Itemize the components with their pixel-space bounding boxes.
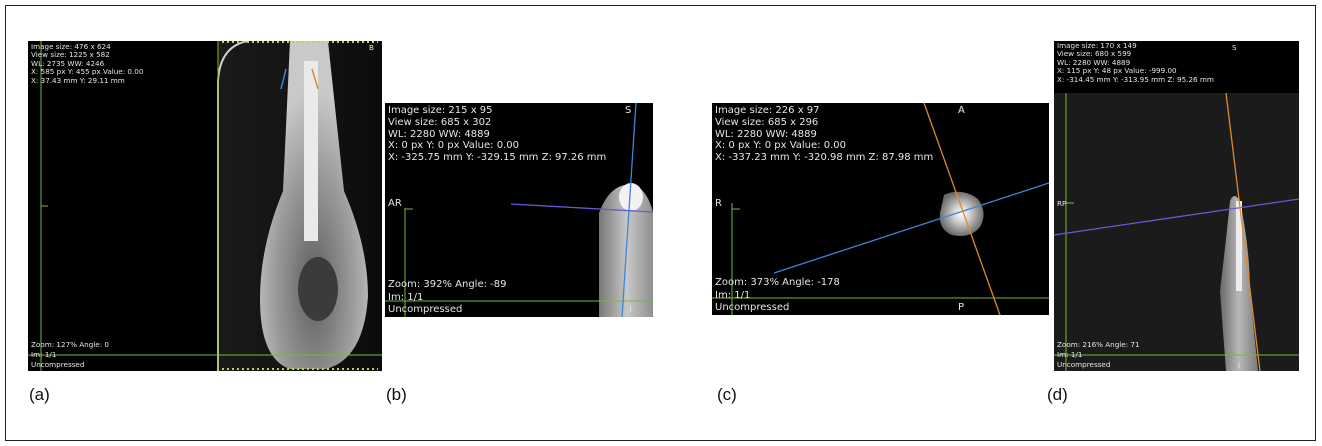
panel-a-info: Image size: 476 x 624 View size: 1225 x …	[31, 42, 144, 85]
info-line: View size: 685 x 296	[715, 116, 819, 128]
panel-b-blue-line	[621, 103, 637, 317]
info-line: X: 115 px Y: 48 px Value: -999.00	[1057, 66, 1177, 76]
panel-d-image-number: Im: 1/1	[1057, 350, 1083, 359]
panel-b-compression: Uncompressed	[388, 304, 463, 315]
panel-a-viewport[interactable]: Image size: 476 x 624 View size: 1225 x …	[28, 41, 382, 371]
panel-c-viewport[interactable]: Image size: 226 x 97 View size: 685 x 29…	[712, 103, 1049, 315]
panel-b-bright-spot	[619, 183, 643, 211]
panel-c-blue-line	[773, 182, 1049, 274]
info-line: View size: 680 x 599	[1057, 49, 1132, 59]
info-line: X: 37.43 mm Y: 29.11 mm	[31, 75, 125, 85]
info-line: WL: 2280 WW: 4889	[388, 128, 490, 140]
panel-d-root-canal	[1236, 201, 1242, 291]
panel-c-orient-top: A	[958, 105, 965, 116]
panel-b-zoom: Zoom: 392% Angle: -89	[388, 279, 507, 290]
panel-d-info: Image size: 170 x 149 View size: 680 x 5…	[1057, 41, 1214, 84]
caption-d: (d)	[1047, 385, 1068, 404]
panel-d-orient-top: S	[1232, 43, 1237, 52]
panel-b-info: Image size: 215 x 95 View size: 685 x 30…	[388, 105, 606, 164]
info-line: Image size: 170 x 149	[1057, 41, 1137, 50]
panel-c-orient-left: R	[715, 198, 722, 209]
info-line: X: -314.45 mm Y: -313.95 mm Z: 95.26 mm	[1057, 74, 1214, 84]
panel-d-zoom: Zoom: 216% Angle: 71	[1057, 340, 1140, 349]
panel-a-orient-top: B	[369, 43, 374, 52]
panel-d-purple-line	[1054, 198, 1299, 236]
info-line: WL: 2280 WW: 4889	[715, 128, 817, 140]
panel-a-compression: Uncompressed	[31, 360, 85, 369]
panel-c-orange-line	[923, 103, 1001, 315]
panel-d-viewport[interactable]: Image size: 170 x 149 View size: 680 x 5…	[1054, 41, 1299, 371]
panel-d-orient-left: RP	[1057, 199, 1067, 208]
panel-b-orient-top: S	[625, 105, 632, 116]
info-line: X: -337.23 mm Y: -320.98 mm Z: 87.98 mm	[715, 152, 934, 164]
panel-d-graphics	[1054, 92, 1299, 371]
panel-c-image-number: Im: 1/1	[715, 290, 751, 301]
panel-c-orient-bottom: P	[958, 302, 965, 313]
panel-c-tooth-cross-section	[939, 191, 984, 236]
panel-d-orient-bottom: I	[1238, 361, 1241, 370]
figure-frame	[5, 5, 1316, 441]
panel-c-info: Image size: 226 x 97 View size: 685 x 29…	[715, 105, 933, 164]
panel-a-orange-marker	[311, 68, 319, 90]
panel-a-graphics	[28, 41, 382, 371]
info-line: X: 0 px Y: 0 px Value: 0.00	[388, 140, 519, 152]
info-line: Image size: 226 x 97	[715, 105, 820, 116]
panel-b-graphics	[385, 103, 653, 317]
info-line: WL: 2735 WW: 4246	[31, 58, 105, 68]
panel-d-orange-line	[1225, 92, 1261, 371]
info-line: Image size: 215 x 95	[388, 105, 493, 116]
panel-c-compression: Uncompressed	[715, 302, 790, 313]
panel-d-image-region	[1054, 93, 1299, 371]
caption-c: (c)	[717, 385, 737, 404]
panel-d-compression: Uncompressed	[1057, 360, 1111, 369]
panel-c-zoom: Zoom: 373% Angle: -178	[715, 277, 840, 288]
panel-a-blue-marker	[280, 68, 287, 90]
panel-a-image-number: Im: 1/1	[31, 350, 57, 359]
info-line: Image size: 476 x 624	[31, 42, 111, 51]
caption-b: (b)	[386, 385, 407, 404]
panel-b-viewport[interactable]: Image size: 215 x 95 View size: 685 x 30…	[385, 103, 653, 317]
info-line: X: -325.75 mm Y: -329.15 mm Z: 97.26 mm	[388, 152, 607, 164]
panel-b-orient-left: AR	[388, 198, 402, 209]
panel-b-orient-bottom: I	[629, 304, 632, 315]
panel-b-image-number: Im: 1/1	[388, 292, 424, 303]
panel-c-graphics	[712, 103, 1049, 315]
info-line: View size: 1225 x 582	[31, 50, 110, 60]
panel-a-zoom: Zoom: 127% Angle: 0	[31, 340, 109, 349]
caption-a: (a)	[29, 385, 50, 404]
info-line: WL: 2280 WW: 4889	[1057, 57, 1131, 67]
panel-a-root-canal	[304, 61, 318, 241]
info-line: View size: 685 x 302	[388, 116, 492, 128]
info-line: X: 585 px Y: 455 px Value: 0.00	[31, 67, 144, 77]
info-line: X: 0 px Y: 0 px Value: 0.00	[715, 140, 846, 152]
panel-a-pulp-chamber	[298, 257, 338, 321]
